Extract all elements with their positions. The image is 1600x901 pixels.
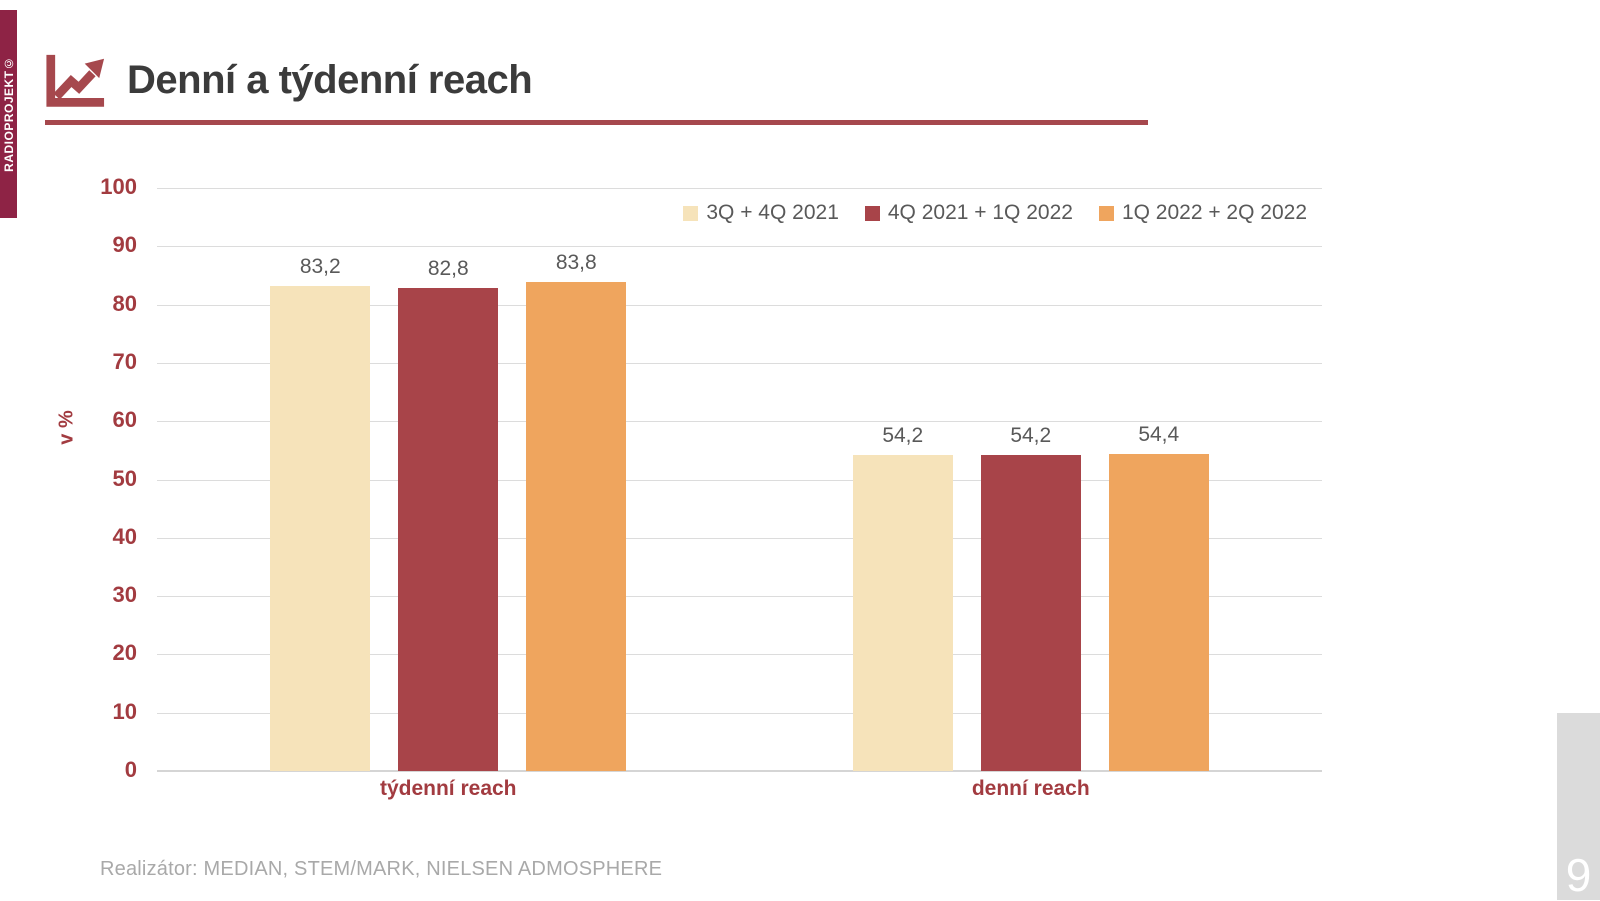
gridline-100 <box>157 188 1322 189</box>
bar-group1-series1 <box>270 285 371 771</box>
y-tick-label-30: 30 <box>112 582 137 608</box>
gridline-30 <box>157 596 1322 598</box>
legend-item-2: 4Q 2021 + 1Q 2022 <box>864 201 1073 225</box>
bar-value-label: 83,8 <box>555 251 597 275</box>
title-underline <box>45 120 1148 125</box>
y-tick-label-10: 10 <box>112 698 137 724</box>
legend-item-3: 1Q 2022 + 2Q 2022 <box>1098 201 1307 225</box>
gridline-20 <box>157 654 1322 656</box>
brand-strip: RADIOPROJEKT© <box>0 10 17 218</box>
y-tick-label-60: 60 <box>112 407 137 433</box>
gridline-70 <box>157 362 1322 364</box>
bar-value-label: 82,8 <box>427 257 469 281</box>
gridline-60 <box>157 421 1322 423</box>
bar-group2-series2 <box>980 455 1081 771</box>
gridline-40 <box>157 537 1322 539</box>
gridline-0 <box>157 770 1322 772</box>
page-number-badge: 9 <box>1557 713 1600 900</box>
legend-label-3: 1Q 2022 + 2Q 2022 <box>1121 201 1307 224</box>
trend-chart-icon <box>46 54 105 107</box>
bar-value-label: 54,4 <box>1138 422 1180 446</box>
gridline-10 <box>157 712 1322 714</box>
bar-group2-series3 <box>1108 453 1209 771</box>
bar-group1-series3 <box>526 282 627 771</box>
gridline-90 <box>157 246 1322 248</box>
bar-value-label: 54,2 <box>882 424 924 447</box>
y-tick-label-80: 80 <box>112 290 137 316</box>
y-tick-label-0: 0 <box>124 757 137 782</box>
bar-value-label: 83,2 <box>299 254 341 278</box>
legend-swatch-3 <box>1098 205 1114 221</box>
page-number: 9 <box>1565 849 1592 901</box>
bar-value-label: 54,2 <box>1010 424 1052 447</box>
legend-item-1: 3Q + 4Q 2021 <box>683 201 839 225</box>
realizator-note: Realizátor: MEDIAN, STEM/MARK, NIELSEN A… <box>100 858 663 880</box>
legend-label-2: 4Q 2021 + 1Q 2022 <box>887 201 1073 224</box>
category-label-1: týdenní reach <box>379 777 517 800</box>
page-title: Denní a týdenní reach <box>127 58 533 102</box>
category-label-2: denní reach <box>971 777 1090 800</box>
y-tick-label-20: 20 <box>112 640 137 666</box>
y-tick-label-70: 70 <box>112 348 137 374</box>
chart-legend: 3Q + 4Q 2021 4Q 2021 + 1Q 2022 1Q 2022 +… <box>157 201 1307 225</box>
gridline-80 <box>157 304 1322 306</box>
bar-group2-series1 <box>852 455 953 771</box>
y-tick-label-50: 50 <box>112 465 137 491</box>
y-tick-label-90: 90 <box>112 232 137 258</box>
legend-swatch-2 <box>864 205 880 221</box>
legend-swatch-1 <box>683 205 699 221</box>
y-tick-label-100: 100 <box>100 174 137 199</box>
legend-label-1: 3Q + 4Q 2021 <box>706 201 839 224</box>
gridline-50 <box>157 479 1322 481</box>
bar-group1-series2 <box>398 288 499 771</box>
y-tick-label-40: 40 <box>112 523 137 549</box>
